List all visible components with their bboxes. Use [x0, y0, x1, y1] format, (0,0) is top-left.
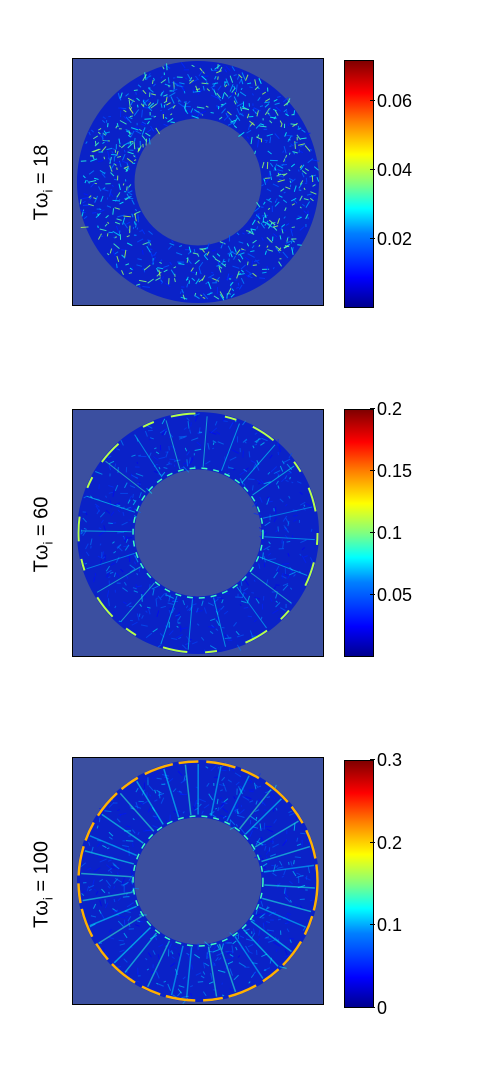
annulus-region: [76, 411, 320, 655]
outer-wall-layer: [77, 412, 319, 654]
colorbar-tick-label: 0.2: [369, 832, 403, 853]
colorbar-tick-label: 0.1: [369, 915, 403, 936]
panel-3: Tωi = 100 0 0.1 0.2 0.3: [0, 0, 491, 1017]
colorbar: [344, 760, 374, 1008]
heatmap-plot: [72, 757, 324, 1005]
y-axis-label: Tωi = 60: [30, 496, 56, 573]
annulus-region: [76, 60, 320, 304]
colorbar: [344, 409, 374, 657]
colorbar-tick-label: 0.06: [369, 91, 413, 112]
colorbar-tick-label: 0: [369, 998, 388, 1018]
annulus-field: [73, 758, 323, 1004]
colorbar-tick-label: 0.15: [369, 461, 413, 481]
annulus-field: [73, 410, 323, 656]
heatmap-plot: [72, 58, 324, 306]
outer-wall-layer: [77, 760, 319, 1002]
turbulence-field: [79, 62, 320, 301]
colorbar-tick-label: 0.1: [369, 523, 403, 543]
turbulence-field: [77, 412, 319, 654]
colorbar-tick-label: 0.2: [369, 399, 403, 419]
inner-wall-layer: [132, 815, 264, 947]
heatmap-plot: [72, 409, 324, 657]
inner-wall-layer: [132, 467, 264, 599]
colorbar-tick-label: 0.3: [369, 750, 403, 770]
y-axis-label: Tωi = 100: [30, 841, 56, 928]
colorbar-tick-label: 0.05: [369, 585, 413, 605]
turbulence-field: [77, 760, 319, 1004]
colorbar: [344, 60, 374, 308]
colorbar-tick-label: 0.04: [369, 160, 413, 181]
panel-1: Tωi = 18 0.02 0.04 0.06: [0, 0, 491, 330]
panel-2: Tωi = 60 0.05 0.1 0.15 0.2: [0, 0, 491, 657]
annulus-field: [73, 59, 323, 305]
colorbar-tick-label: 0.02: [369, 229, 413, 250]
